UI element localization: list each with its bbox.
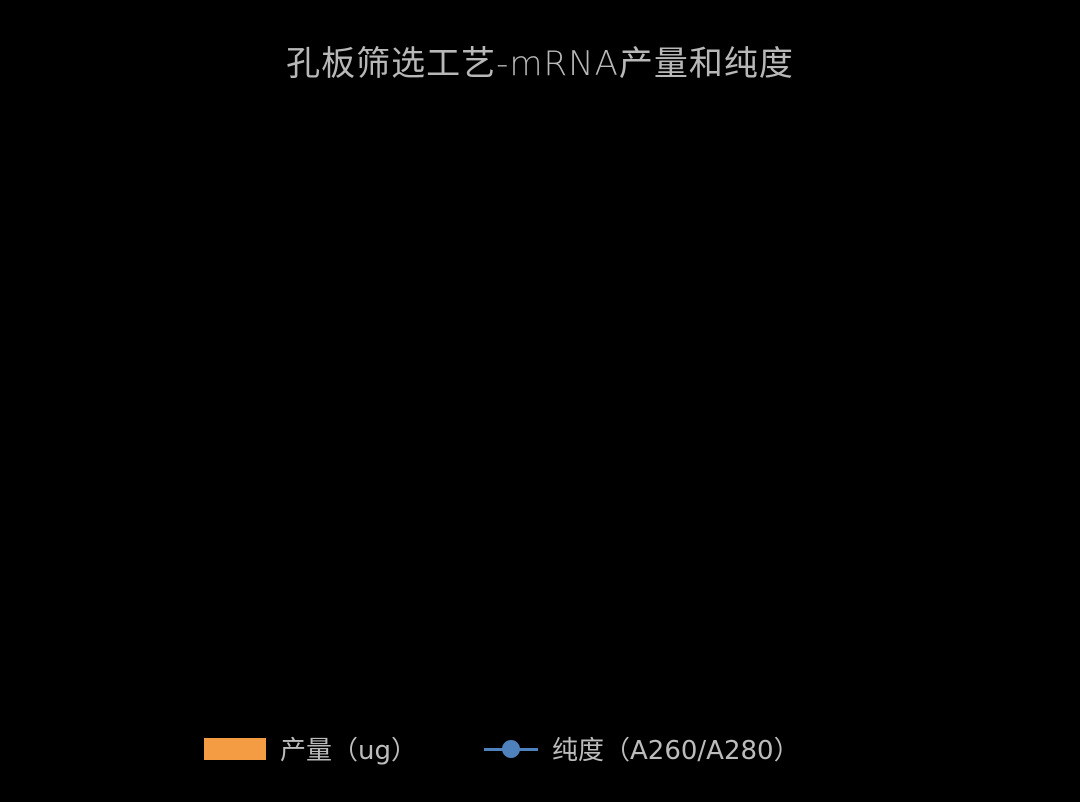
legend-swatch-bar xyxy=(204,737,266,760)
legend-label-purity: 纯度（A260/A280） xyxy=(552,736,800,766)
legend-item-yield: 产量（ug） xyxy=(204,730,417,767)
chart-plot-area xyxy=(0,0,1080,720)
legend: 产量（ug） 纯度（A260/A280） xyxy=(0,730,1080,770)
legend-item-purity: 纯度（A260/A280） xyxy=(484,730,800,767)
chart-title: 孔板筛选工艺-mRNA产量和纯度 xyxy=(286,44,794,84)
legend-swatch-line-marker-icon xyxy=(484,738,538,760)
legend-label-yield: 产量（ug） xyxy=(280,736,417,766)
